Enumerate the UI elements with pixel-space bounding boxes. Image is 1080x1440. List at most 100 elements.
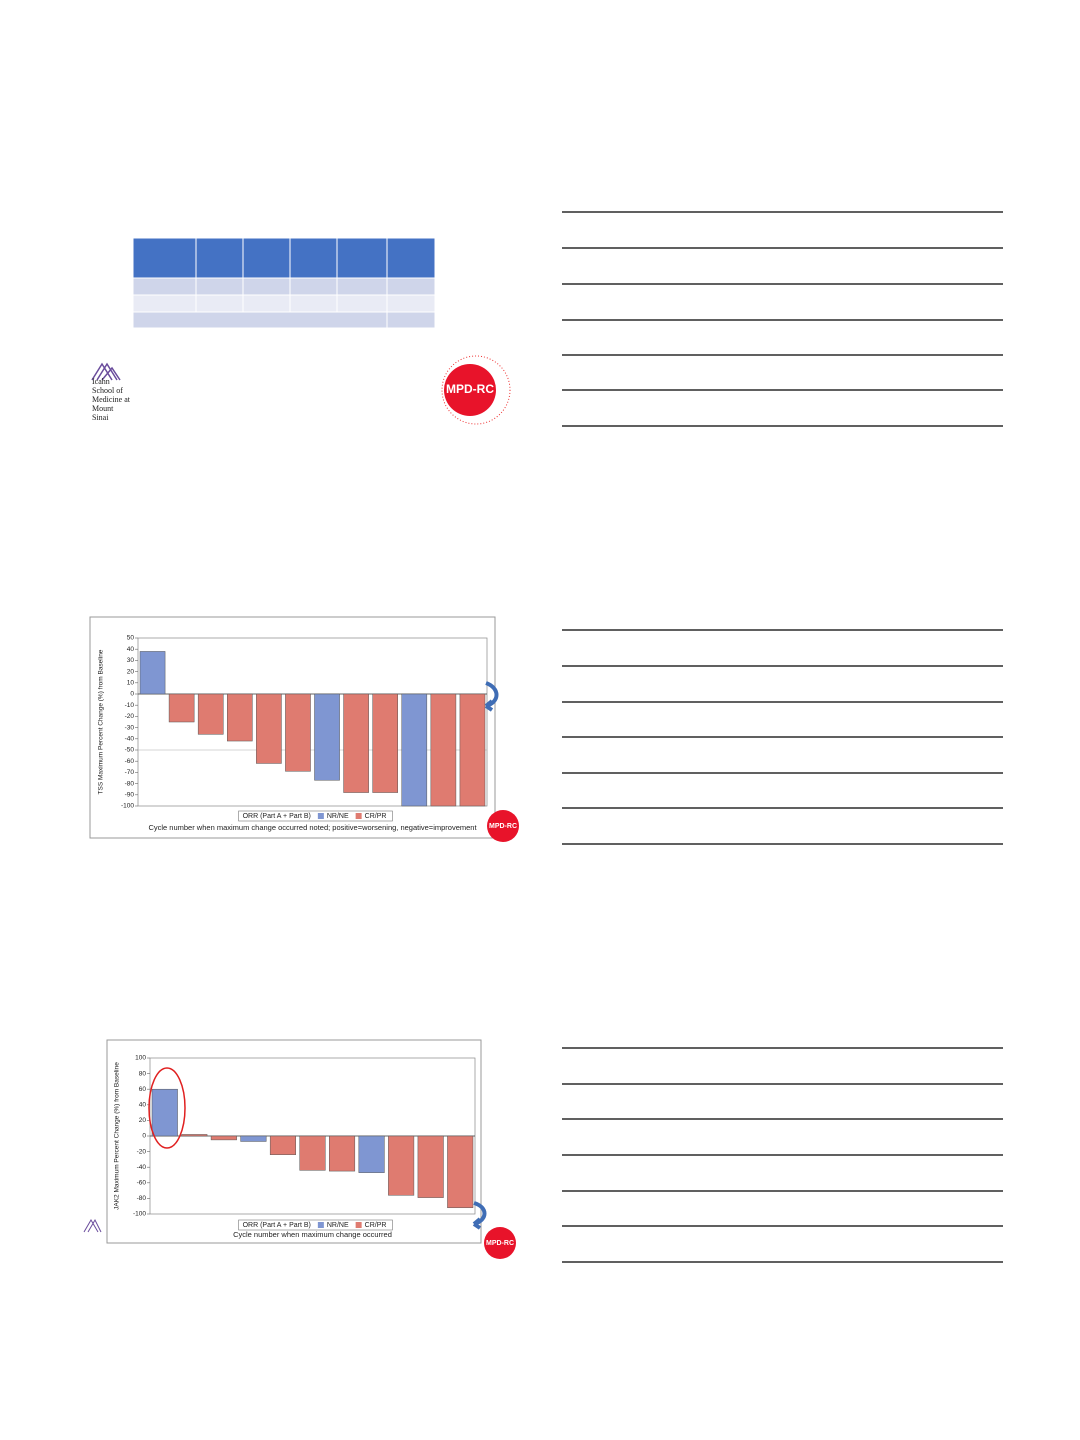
y-tick-label: 0 [130,691,134,698]
y-tick-label: -30 [125,724,135,731]
legend-box [238,810,393,822]
mpdrc-logo [484,1227,516,1259]
bar [430,693,457,807]
logo-text: MPD-RC [486,1240,514,1247]
bar [417,1135,444,1198]
logo-circle [444,364,496,416]
y-tick-label: 80 [139,1070,147,1077]
y-tick-label: -60 [125,758,135,765]
legend-swatch [355,1222,362,1228]
y-tick-label: 60 [139,1086,147,1093]
y-tick-label: -100 [121,803,134,810]
bar [401,693,428,807]
y-tick-label: -80 [125,780,135,787]
table-header-cell [386,237,436,279]
legend-swatch [317,1222,324,1228]
legend-title: ORR (Part A + Part B) [243,813,311,820]
charts: 50403020100-10-20-30-40-50-60-70-80-90-1… [98,635,488,1239]
bar [227,693,253,742]
legend-box [238,1219,393,1231]
bar [181,1134,208,1137]
y-tick-label: -60 [137,1180,147,1187]
legend-label: NR/NE [327,813,349,820]
icahn-logo: Icahn School of Medicine at Mount Sinai [91,362,131,422]
legend-label: NR/NE [327,1222,349,1229]
legend: ORR (Part A + Part B) NR/NE CR/PR [238,1219,393,1231]
bar [240,1135,267,1142]
table-row [386,311,436,329]
y-tick-label: -80 [137,1195,147,1202]
table-header-cell [132,237,197,279]
highlight-ellipse [148,1067,186,1149]
mpdrc-logo: MPD-RC [441,355,511,425]
logo-icon [91,362,121,381]
plot-area [137,637,488,807]
y-tick-label: 40 [127,646,135,653]
y-tick-label: 30 [127,657,135,664]
note-lines [562,211,1003,427]
bar [197,693,224,735]
y-tick-label: -20 [137,1148,147,1155]
table-header-cell [336,237,388,279]
bar [139,651,166,695]
table-dividers [195,278,388,312]
bar [256,693,282,764]
y-tick-label: 50 [127,635,135,642]
logo-text: Icahn School of Medicine at Mount Sinai [92,377,131,422]
table-row [132,277,436,296]
bar [269,1135,296,1155]
table-header-cell [289,237,338,279]
notes-1 [562,211,1003,427]
bar [210,1135,237,1141]
legend-label: CR/PR [365,1222,387,1229]
y-tick-label: -40 [125,736,135,743]
y-tick-label: 100 [135,1055,146,1062]
bar [388,1135,415,1196]
y-axis-label: TSS Maximum Percent Change (%) from Base… [98,649,105,794]
bar [329,1135,356,1172]
bar [358,1135,385,1173]
bar [299,1135,326,1171]
table [132,237,436,329]
y-tick-label: 0 [142,1133,146,1140]
notes-2 [562,629,1003,845]
bar [168,693,195,723]
mpdrc-logo [487,810,519,842]
bar [372,693,398,793]
logo-text: MPD-RC [446,382,494,396]
logo-text: MPD-RC [489,823,517,830]
y-tick-label: 40 [139,1102,147,1109]
y-tick-label: -50 [125,747,135,754]
curved-arrow [484,681,499,712]
legend-label: CR/PR [365,813,387,820]
y-tick-label: -90 [125,792,135,799]
notes-3 [562,1047,1003,1263]
bar [343,693,369,793]
y-tick-label: -70 [125,769,135,776]
table-row [132,311,388,329]
y-tick-label: 20 [139,1117,147,1124]
slide-1: Icahn School of Medicine at Mount Sinai MPD-… [91,237,511,425]
note-lines [562,1047,1003,1263]
icahn-logo [83,1218,102,1233]
legend-swatch [317,813,324,819]
bar [151,1088,178,1137]
y-tick-label: 20 [127,668,135,675]
curved-arrow [472,1201,487,1230]
table-header-cell [195,237,244,279]
legend: ORR (Part A + Part B) NR/NE CR/PR [238,810,393,822]
y-tick-label: -10 [125,702,135,709]
note-lines [562,629,1003,845]
bar [314,693,340,781]
bar [459,693,486,807]
footnote: Cycle number when maximum change occurre… [233,1230,392,1239]
table-header-cell [242,237,291,279]
legend-swatch [355,813,362,819]
legend-title: ORR (Part A + Part B) [243,1222,311,1229]
y-tick-label: 10 [127,680,135,687]
y-tick-label: -100 [133,1211,146,1218]
y-tick-label: -40 [137,1164,147,1171]
bar [447,1135,474,1209]
y-axis-label: JAK2 Maximum Percent Change (%) from Bas… [114,1062,121,1210]
